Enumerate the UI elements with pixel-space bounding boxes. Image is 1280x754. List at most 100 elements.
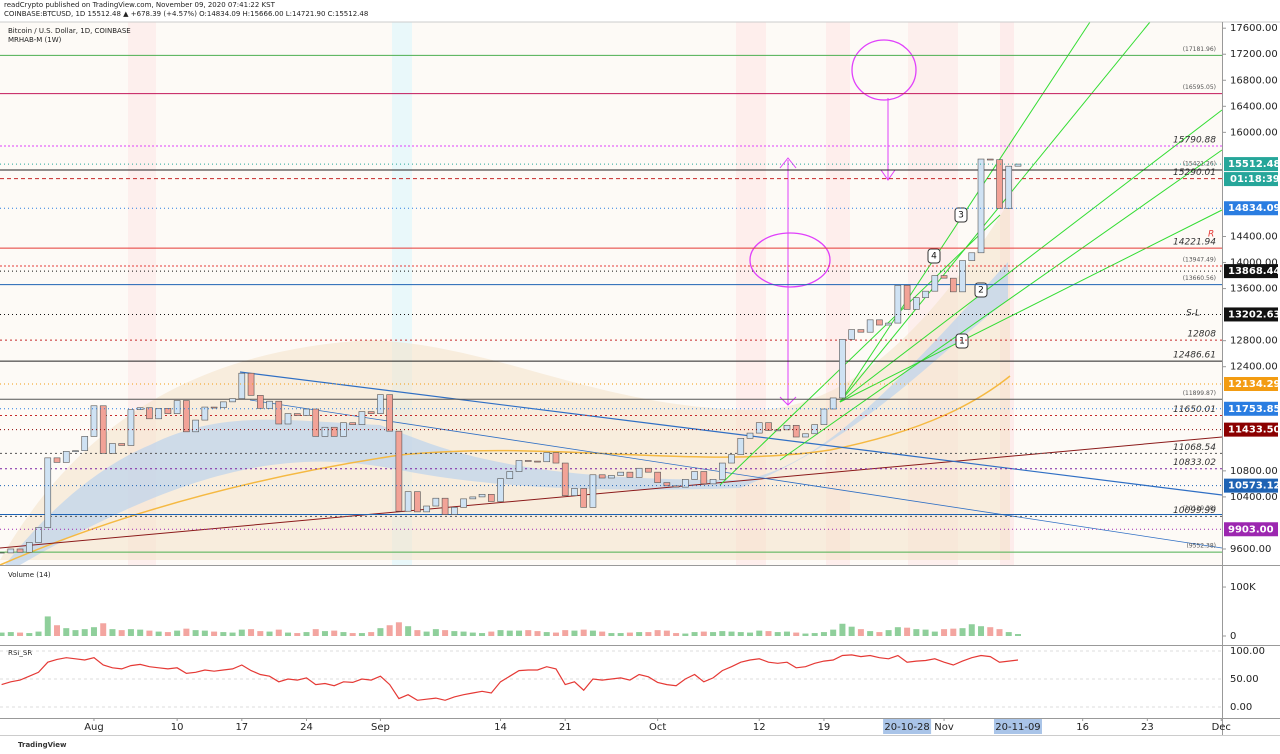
volume-bar [839,623,846,636]
volume-bar [663,630,670,636]
x-tick-label: Dec [1212,722,1231,733]
volume-bar [275,629,282,636]
x-tick-label: 20-10-28 [884,722,929,733]
candle [940,275,948,279]
candle [996,159,1003,209]
volume-bar [645,632,652,636]
volume-bar [44,616,51,636]
volume-bar [285,632,292,636]
candle [737,438,745,455]
level-label: 12486.61 [1173,351,1216,361]
volume-bar [368,632,375,636]
volume-bar [913,629,920,636]
footer: TradingView [18,741,67,749]
price-tag-label: 11753.85 [1228,404,1280,415]
candle [321,426,329,437]
candle [709,479,717,485]
candle [617,471,624,476]
candle [35,527,42,543]
volume-bar [469,632,476,636]
volume-bar [63,628,70,636]
candle [358,411,366,425]
price-tag-label: 9903.00 [1228,524,1274,535]
volume-bar [17,632,24,636]
candle [1014,163,1022,167]
volume-bar [192,630,199,636]
y-tick-label: 13600.00 [1230,284,1278,295]
level-label: (15421.26) [1183,161,1216,168]
volume-bar [442,630,449,636]
volume-bar [257,631,264,636]
price-tag [1224,478,1278,493]
volume-bar [0,632,5,636]
countdown-tag [1224,172,1278,187]
volume-bar [747,632,754,636]
y-tick-label: 9600.00 [1230,544,1271,555]
candle [127,409,135,446]
volume-bar [728,631,735,636]
candle [986,158,994,161]
publisher: readCrypto published on TradingView.com,… [4,1,276,9]
volume-bar [488,631,495,636]
candle [755,422,763,434]
volume-bar [682,633,689,636]
volume-bar [506,630,513,636]
x-tick-label: Sep [371,722,390,733]
candle [848,329,855,340]
price-tag-label: 13868.44 [1228,266,1280,277]
candle [977,158,985,254]
volume-bar [248,629,255,636]
volume-bar [303,632,310,636]
price-tag-label: 10573.12 [1228,481,1280,492]
volume-bar [321,631,328,636]
level-label: (17181.96) [1183,46,1216,53]
y-tick-label: 10400.00 [1230,492,1278,503]
volume-bar [885,630,892,636]
x-tick-label: 10 [171,722,184,733]
volume-bar [155,631,162,636]
candle [792,424,800,438]
volume-bar [894,627,901,636]
volume-bar [802,633,809,636]
annotation: 4 [931,252,937,262]
x-tick-label: 12 [753,722,766,733]
candle [460,498,467,508]
rsi-line [1,654,1019,701]
volume-bar [867,631,874,636]
candle [571,488,578,496]
volume-bar [950,628,957,636]
candle [829,397,837,410]
volume-bar [691,632,698,636]
volume-bar [922,629,929,636]
volume-bar [146,630,153,636]
volume-bar [423,631,430,636]
x-tick-label: Aug [84,722,104,733]
price-tag [1224,264,1278,279]
volume-bar [543,632,550,636]
candle [414,491,421,513]
candle [700,471,708,485]
volume-bar [72,630,79,636]
rsi-title: RSI_SR [8,649,32,657]
volume-bar [996,629,1003,636]
volume-bar [220,632,227,636]
volume-bar [959,628,966,636]
volume-bar [1005,632,1012,636]
volume-bar [931,631,938,636]
y-tick-label: 10800.00 [1230,466,1278,477]
volume-bar [737,632,744,636]
x-tick-label: 17 [235,722,248,733]
candle [663,482,671,487]
candle [395,430,403,512]
volume-bar [626,632,633,636]
x-tick-label: 24 [300,722,313,733]
header: readCrypto published on TradingView.com,… [0,1,1280,44]
volume-bar [127,629,134,636]
candle [866,319,874,333]
candle [330,426,338,437]
volume-bar [349,633,356,636]
volume-bar [968,624,975,636]
candle [90,405,98,437]
